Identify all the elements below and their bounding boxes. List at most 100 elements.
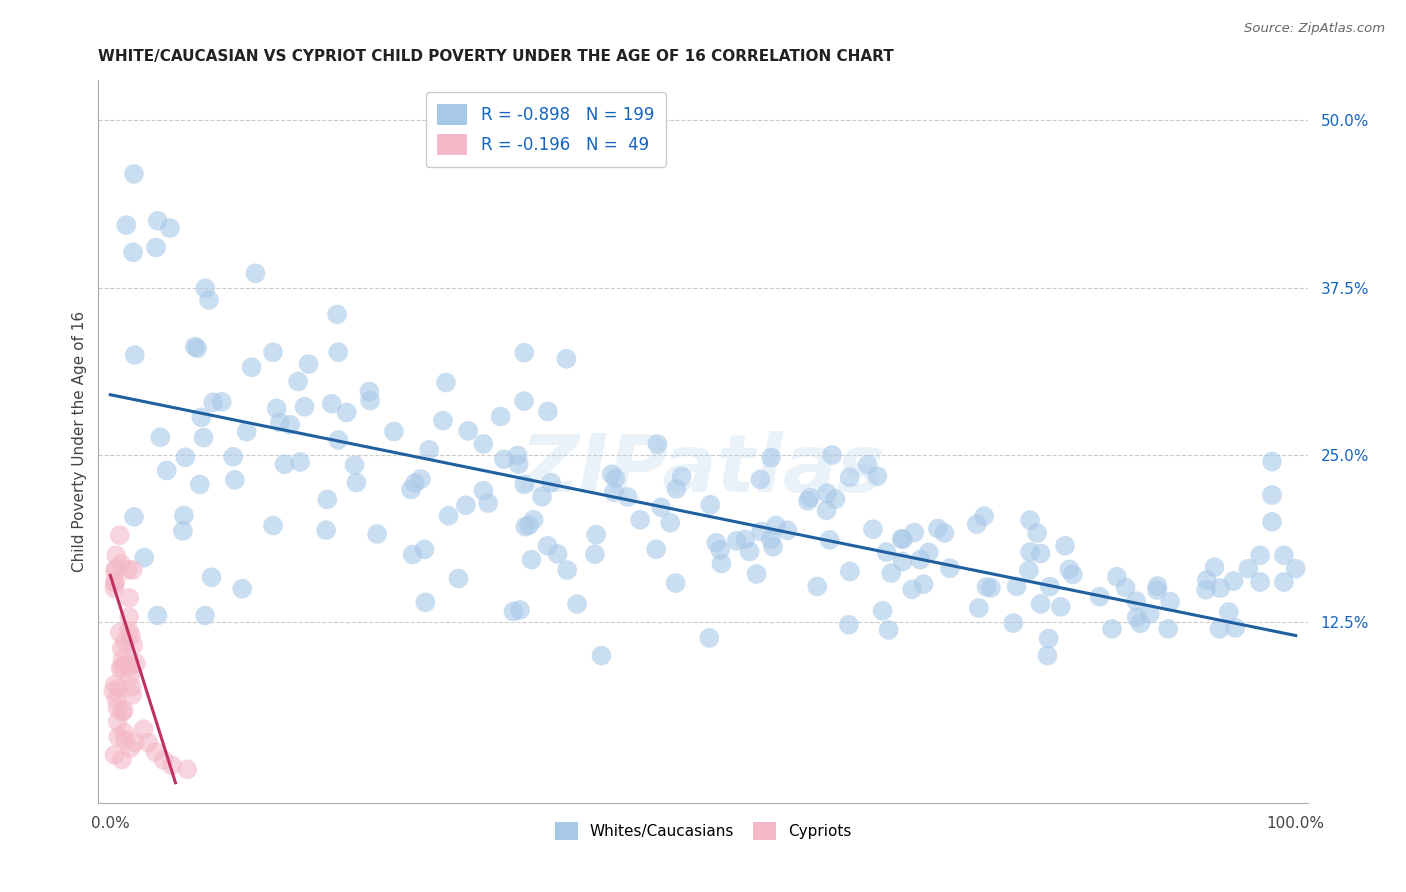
Point: [176, 762, 198, 776]
Point: [1039, 580, 1062, 594]
Point: [1195, 573, 1218, 587]
Point: [710, 557, 733, 571]
Point: [671, 469, 693, 483]
Point: [821, 448, 844, 462]
Point: [245, 266, 267, 280]
Point: [806, 580, 828, 594]
Point: [565, 597, 588, 611]
Point: [110, 659, 132, 673]
Point: [266, 401, 288, 416]
Point: [186, 341, 208, 355]
Point: [120, 629, 142, 643]
Point: [294, 400, 316, 414]
Text: WHITE/CAUCASIAN VS CYPRIOT CHILD POVERTY UNDER THE AGE OF 16 CORRELATION CHART: WHITE/CAUCASIAN VS CYPRIOT CHILD POVERTY…: [98, 49, 894, 64]
Point: [125, 657, 148, 671]
Point: [359, 384, 381, 399]
Point: [891, 533, 914, 547]
Point: [404, 476, 426, 491]
Point: [104, 678, 127, 692]
Point: [437, 508, 460, 523]
Text: ZIPatlas: ZIPatlas: [520, 432, 886, 509]
Point: [159, 221, 181, 235]
Point: [120, 741, 142, 756]
Point: [1157, 622, 1180, 636]
Point: [628, 513, 651, 527]
Point: [413, 542, 436, 557]
Point: [725, 533, 748, 548]
Point: [118, 591, 141, 605]
Y-axis label: Child Poverty Under the Age of 16: Child Poverty Under the Age of 16: [72, 311, 87, 572]
Point: [409, 472, 432, 486]
Point: [1209, 581, 1232, 595]
Point: [704, 536, 727, 550]
Point: [699, 498, 721, 512]
Point: [114, 634, 136, 648]
Point: [647, 437, 669, 451]
Point: [1088, 590, 1111, 604]
Point: [1208, 622, 1230, 636]
Point: [709, 542, 731, 557]
Point: [1036, 648, 1059, 663]
Point: [1222, 574, 1244, 588]
Point: [211, 394, 233, 409]
Point: [838, 617, 860, 632]
Point: [101, 684, 124, 698]
Point: [506, 449, 529, 463]
Point: [1146, 583, 1168, 598]
Point: [1218, 605, 1240, 619]
Point: [600, 467, 623, 482]
Point: [966, 517, 988, 532]
Point: [328, 345, 350, 359]
Point: [108, 528, 131, 542]
Point: [401, 548, 423, 562]
Point: [1249, 575, 1271, 590]
Point: [650, 500, 672, 515]
Point: [910, 552, 932, 566]
Point: [1038, 632, 1060, 646]
Point: [198, 293, 221, 307]
Point: [605, 471, 627, 485]
Point: [749, 524, 772, 539]
Point: [1019, 513, 1042, 527]
Point: [105, 692, 128, 706]
Point: [118, 624, 141, 639]
Point: [509, 603, 531, 617]
Point: [107, 714, 129, 729]
Point: [1125, 610, 1147, 624]
Point: [603, 485, 626, 500]
Point: [901, 582, 924, 597]
Point: [145, 240, 167, 254]
Point: [278, 417, 301, 432]
Point: [513, 345, 536, 359]
Point: [121, 688, 143, 702]
Point: [194, 281, 217, 295]
Point: [903, 525, 925, 540]
Point: [665, 576, 688, 591]
Point: [513, 394, 536, 409]
Point: [124, 348, 146, 362]
Point: [1019, 545, 1042, 559]
Point: [136, 735, 159, 749]
Point: [103, 582, 125, 596]
Point: [1053, 539, 1076, 553]
Point: [1249, 548, 1271, 563]
Point: [517, 518, 540, 533]
Point: [1195, 582, 1218, 597]
Point: [114, 733, 136, 747]
Point: [980, 581, 1002, 595]
Point: [328, 433, 350, 447]
Point: [585, 527, 607, 541]
Point: [121, 563, 143, 577]
Point: [297, 357, 319, 371]
Point: [184, 340, 207, 354]
Point: [172, 524, 194, 538]
Point: [492, 452, 515, 467]
Point: [188, 477, 211, 491]
Point: [121, 680, 143, 694]
Point: [697, 631, 720, 645]
Point: [759, 533, 782, 547]
Point: [762, 540, 785, 554]
Point: [1005, 579, 1028, 593]
Point: [472, 483, 495, 498]
Point: [122, 639, 145, 653]
